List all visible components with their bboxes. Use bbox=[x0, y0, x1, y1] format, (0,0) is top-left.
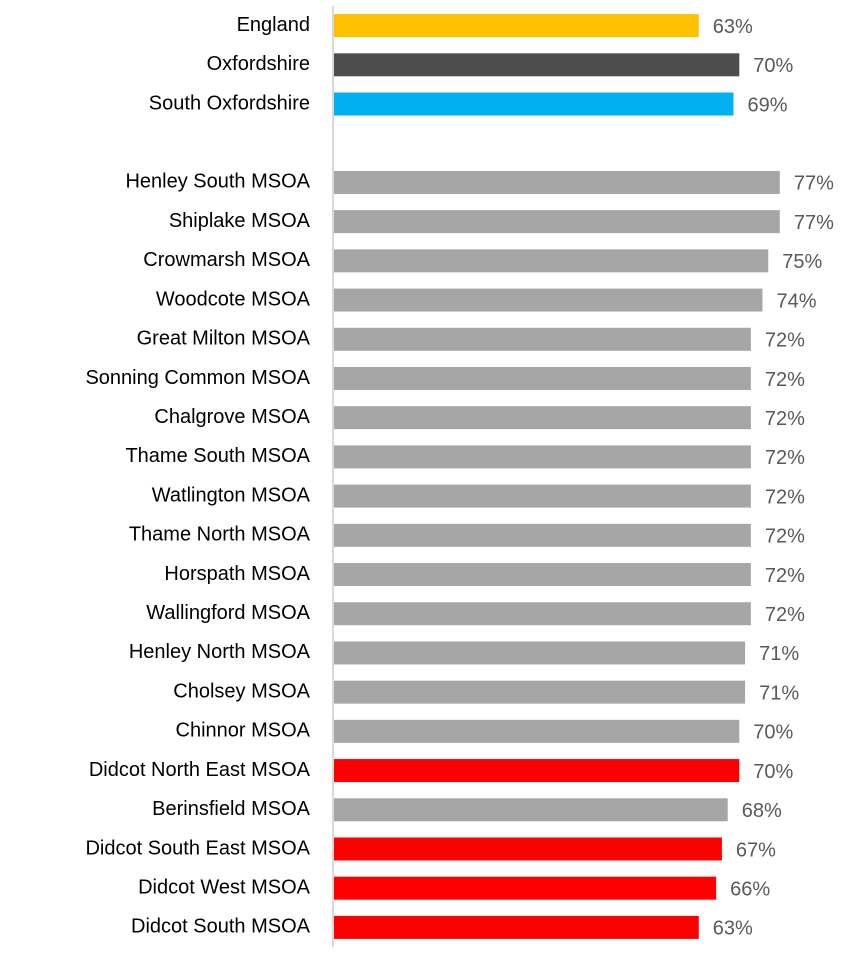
bar bbox=[334, 915, 699, 939]
value-label: 72% bbox=[765, 486, 805, 508]
category-label: Henley North MSOA bbox=[129, 641, 311, 663]
bar bbox=[334, 837, 722, 861]
value-label: 72% bbox=[765, 408, 805, 430]
bar bbox=[334, 14, 699, 38]
bar bbox=[334, 484, 751, 508]
category-label: Henley South MSOA bbox=[125, 171, 310, 193]
bar bbox=[334, 719, 740, 743]
value-label: 75% bbox=[782, 251, 822, 273]
bar bbox=[334, 759, 740, 783]
category-label: Thame North MSOA bbox=[129, 524, 311, 546]
value-label: 70% bbox=[753, 722, 793, 744]
value-label: 69% bbox=[748, 94, 788, 116]
value-label: 77% bbox=[794, 173, 834, 195]
bar bbox=[334, 249, 769, 273]
category-label: Wallingford MSOA bbox=[146, 602, 310, 624]
value-label: 71% bbox=[759, 643, 799, 665]
category-label: Berinsfield MSOA bbox=[152, 798, 310, 820]
category-label: Horspath MSOA bbox=[164, 563, 310, 585]
category-label: Thame South MSOA bbox=[125, 445, 310, 467]
bar bbox=[334, 406, 751, 430]
value-label: 71% bbox=[759, 682, 799, 704]
bar bbox=[334, 798, 728, 822]
bar bbox=[334, 680, 746, 704]
category-label: Didcot North East MSOA bbox=[89, 759, 311, 781]
bar bbox=[334, 445, 751, 469]
category-label: Great Milton MSOA bbox=[137, 328, 311, 350]
category-label: Oxfordshire bbox=[207, 53, 310, 75]
bar bbox=[334, 602, 751, 626]
bar bbox=[334, 53, 740, 77]
bar bbox=[334, 366, 751, 390]
category-label: Crowmarsh MSOA bbox=[143, 249, 310, 271]
bar bbox=[334, 170, 780, 194]
value-label: 68% bbox=[742, 800, 782, 822]
value-label: 74% bbox=[776, 290, 816, 312]
bar bbox=[334, 876, 717, 900]
value-label: 72% bbox=[765, 369, 805, 391]
value-label: 66% bbox=[730, 878, 770, 900]
bar bbox=[334, 288, 763, 312]
bar bbox=[334, 523, 751, 547]
category-label: Didcot West MSOA bbox=[138, 876, 311, 898]
bar bbox=[334, 210, 780, 234]
value-label: 70% bbox=[753, 761, 793, 783]
category-label: Didcot South MSOA bbox=[131, 916, 311, 938]
category-label: Cholsey MSOA bbox=[173, 680, 310, 702]
value-label: 72% bbox=[765, 565, 805, 587]
bar bbox=[334, 327, 751, 351]
category-label: England bbox=[237, 14, 310, 36]
category-label: Sonning Common MSOA bbox=[85, 367, 310, 389]
value-label: 63% bbox=[713, 918, 753, 940]
value-label: 77% bbox=[794, 212, 834, 234]
category-label: Woodcote MSOA bbox=[156, 288, 311, 310]
value-label: 70% bbox=[753, 55, 793, 77]
bar bbox=[334, 641, 746, 665]
value-label: 72% bbox=[765, 604, 805, 626]
value-label: 72% bbox=[765, 330, 805, 352]
bar bbox=[334, 563, 751, 587]
category-label: Didcot South East MSOA bbox=[85, 837, 310, 859]
value-label: 72% bbox=[765, 447, 805, 469]
category-label: Shiplake MSOA bbox=[169, 210, 311, 232]
category-label: South Oxfordshire bbox=[149, 92, 310, 114]
value-label: 67% bbox=[736, 839, 776, 861]
value-label: 72% bbox=[765, 526, 805, 548]
value-label: 63% bbox=[713, 16, 753, 38]
category-label: Watlington MSOA bbox=[152, 484, 311, 506]
bar bbox=[334, 92, 734, 116]
category-label: Chalgrove MSOA bbox=[154, 406, 310, 428]
category-label: Chinnor MSOA bbox=[176, 720, 311, 742]
